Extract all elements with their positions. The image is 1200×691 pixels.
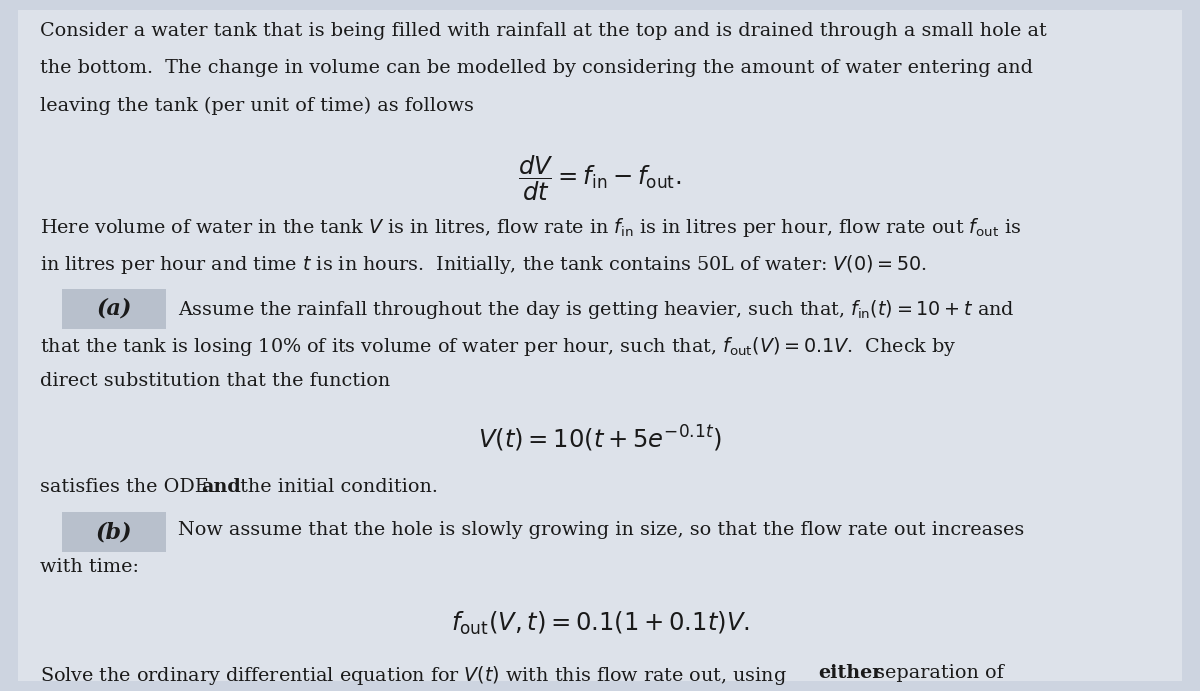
Text: Here volume of water in the tank $V$ is in litres, flow rate in $f_{\mathrm{in}}: Here volume of water in the tank $V$ is … (40, 216, 1021, 238)
Text: Now assume that the hole is slowly growing in size, so that the flow rate out in: Now assume that the hole is slowly growi… (178, 521, 1024, 539)
Text: direct substitution that the function: direct substitution that the function (40, 372, 390, 390)
Text: leaving the tank (per unit of time) as follows: leaving the tank (per unit of time) as f… (40, 97, 474, 115)
Text: $V(t) = 10(t + 5e^{-0.1t})$: $V(t) = 10(t + 5e^{-0.1t})$ (478, 424, 722, 455)
Text: and: and (202, 478, 241, 496)
FancyBboxPatch shape (62, 512, 166, 552)
Text: separation of: separation of (869, 664, 1003, 682)
Text: in litres per hour and time $t$ is in hours.  Initially, the tank contains 50L o: in litres per hour and time $t$ is in ho… (40, 253, 926, 276)
Text: the initial condition.: the initial condition. (234, 478, 438, 496)
FancyBboxPatch shape (62, 289, 166, 329)
Text: Solve the ordinary differential equation for $V(t)$ with this flow rate out, usi: Solve the ordinary differential equation… (40, 664, 787, 687)
Text: Consider a water tank that is being filled with rainfall at the top and is drain: Consider a water tank that is being fill… (40, 22, 1046, 40)
FancyBboxPatch shape (18, 10, 1182, 681)
Text: $\dfrac{dV}{dt} = f_{\mathrm{in}} - f_{\mathrm{out}}.$: $\dfrac{dV}{dt} = f_{\mathrm{in}} - f_{\… (518, 153, 682, 203)
Text: the bottom.  The change in volume can be modelled by considering the amount of w: the bottom. The change in volume can be … (40, 59, 1032, 77)
Text: (b): (b) (96, 521, 132, 543)
Text: either: either (818, 664, 883, 682)
Text: (a): (a) (96, 298, 132, 320)
Text: satisfies the ODE: satisfies the ODE (40, 478, 215, 496)
Text: that the tank is losing 10% of its volume of water per hour, such that, $f_{\mat: that the tank is losing 10% of its volum… (40, 335, 956, 358)
Text: Assume the rainfall throughout the day is getting heavier, such that, $f_{\mathr: Assume the rainfall throughout the day i… (178, 298, 1014, 321)
Text: with time:: with time: (40, 558, 139, 576)
Text: $f_{\mathrm{out}}(V, t) = 0.1(1 + 0.1t)V.$: $f_{\mathrm{out}}(V, t) = 0.1(1 + 0.1t)V… (451, 610, 749, 637)
